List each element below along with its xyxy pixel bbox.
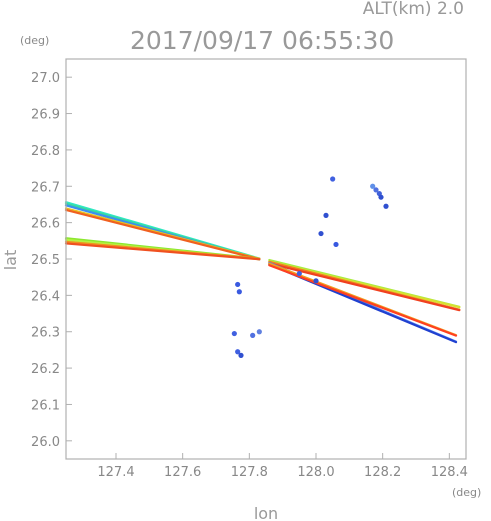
y-tick-label: 26.6: [31, 217, 60, 232]
echo-point: [378, 194, 384, 200]
plot-frame: [65, 58, 467, 460]
echo-point: [256, 329, 262, 335]
y-tick-label: 26.0: [31, 435, 60, 450]
y-tick-label: 26.3: [31, 326, 60, 341]
x-tick-label: 127.4: [97, 465, 134, 480]
echo-point: [236, 289, 242, 295]
x-axis-label: lon: [254, 504, 278, 521]
axis-ticks: 127.4 127.6 127.8 128.0 128.2 128.4 26.0 26.1 26…: [31, 71, 468, 480]
streak-segment: [268, 264, 458, 337]
y-tick-label: 26.4: [31, 289, 60, 304]
echo-point: [318, 230, 324, 237]
echo-point: [373, 187, 379, 193]
plot-marks: [64, 176, 461, 358]
x-unit-label: (deg): [452, 486, 481, 499]
y-tick-label: 26.9: [31, 108, 60, 123]
echo-point: [235, 281, 241, 288]
y-tick-label: 26.5: [31, 253, 60, 268]
streak-segment: [268, 262, 461, 312]
echo-point: [231, 330, 237, 337]
y-tick-label: 27.0: [31, 71, 60, 86]
x-tick-label: 128.4: [431, 465, 468, 480]
y-axis-label: lat: [1, 250, 20, 271]
streak-segment: [64, 208, 261, 261]
y-tick-label: 26.2: [31, 362, 60, 377]
x-tick-label: 127.8: [231, 465, 268, 480]
y-unit-label: (deg): [20, 34, 49, 47]
chart-title: 2017/09/17 06:55:30: [130, 26, 394, 55]
y-tick-label: 26.1: [31, 398, 60, 413]
echo-point: [323, 212, 329, 218]
echo-point: [330, 176, 336, 182]
y-tick-label: 26.7: [31, 180, 60, 195]
x-tick-label: 128.0: [297, 465, 334, 480]
echo-point: [370, 183, 376, 189]
x-tick-label: 128.2: [364, 465, 401, 480]
echo-point: [333, 241, 339, 248]
echo-point: [313, 278, 319, 284]
echo-point: [235, 349, 241, 355]
altitude-label: ALT(km) 2.0: [363, 0, 464, 19]
echo-point: [383, 203, 389, 209]
streak-segment: [64, 242, 261, 261]
echo-point: [250, 332, 256, 338]
echo-point: [238, 352, 244, 358]
y-tick-label: 26.8: [31, 144, 60, 159]
echo-point: [296, 270, 302, 277]
x-tick-label: 127.6: [164, 465, 201, 480]
